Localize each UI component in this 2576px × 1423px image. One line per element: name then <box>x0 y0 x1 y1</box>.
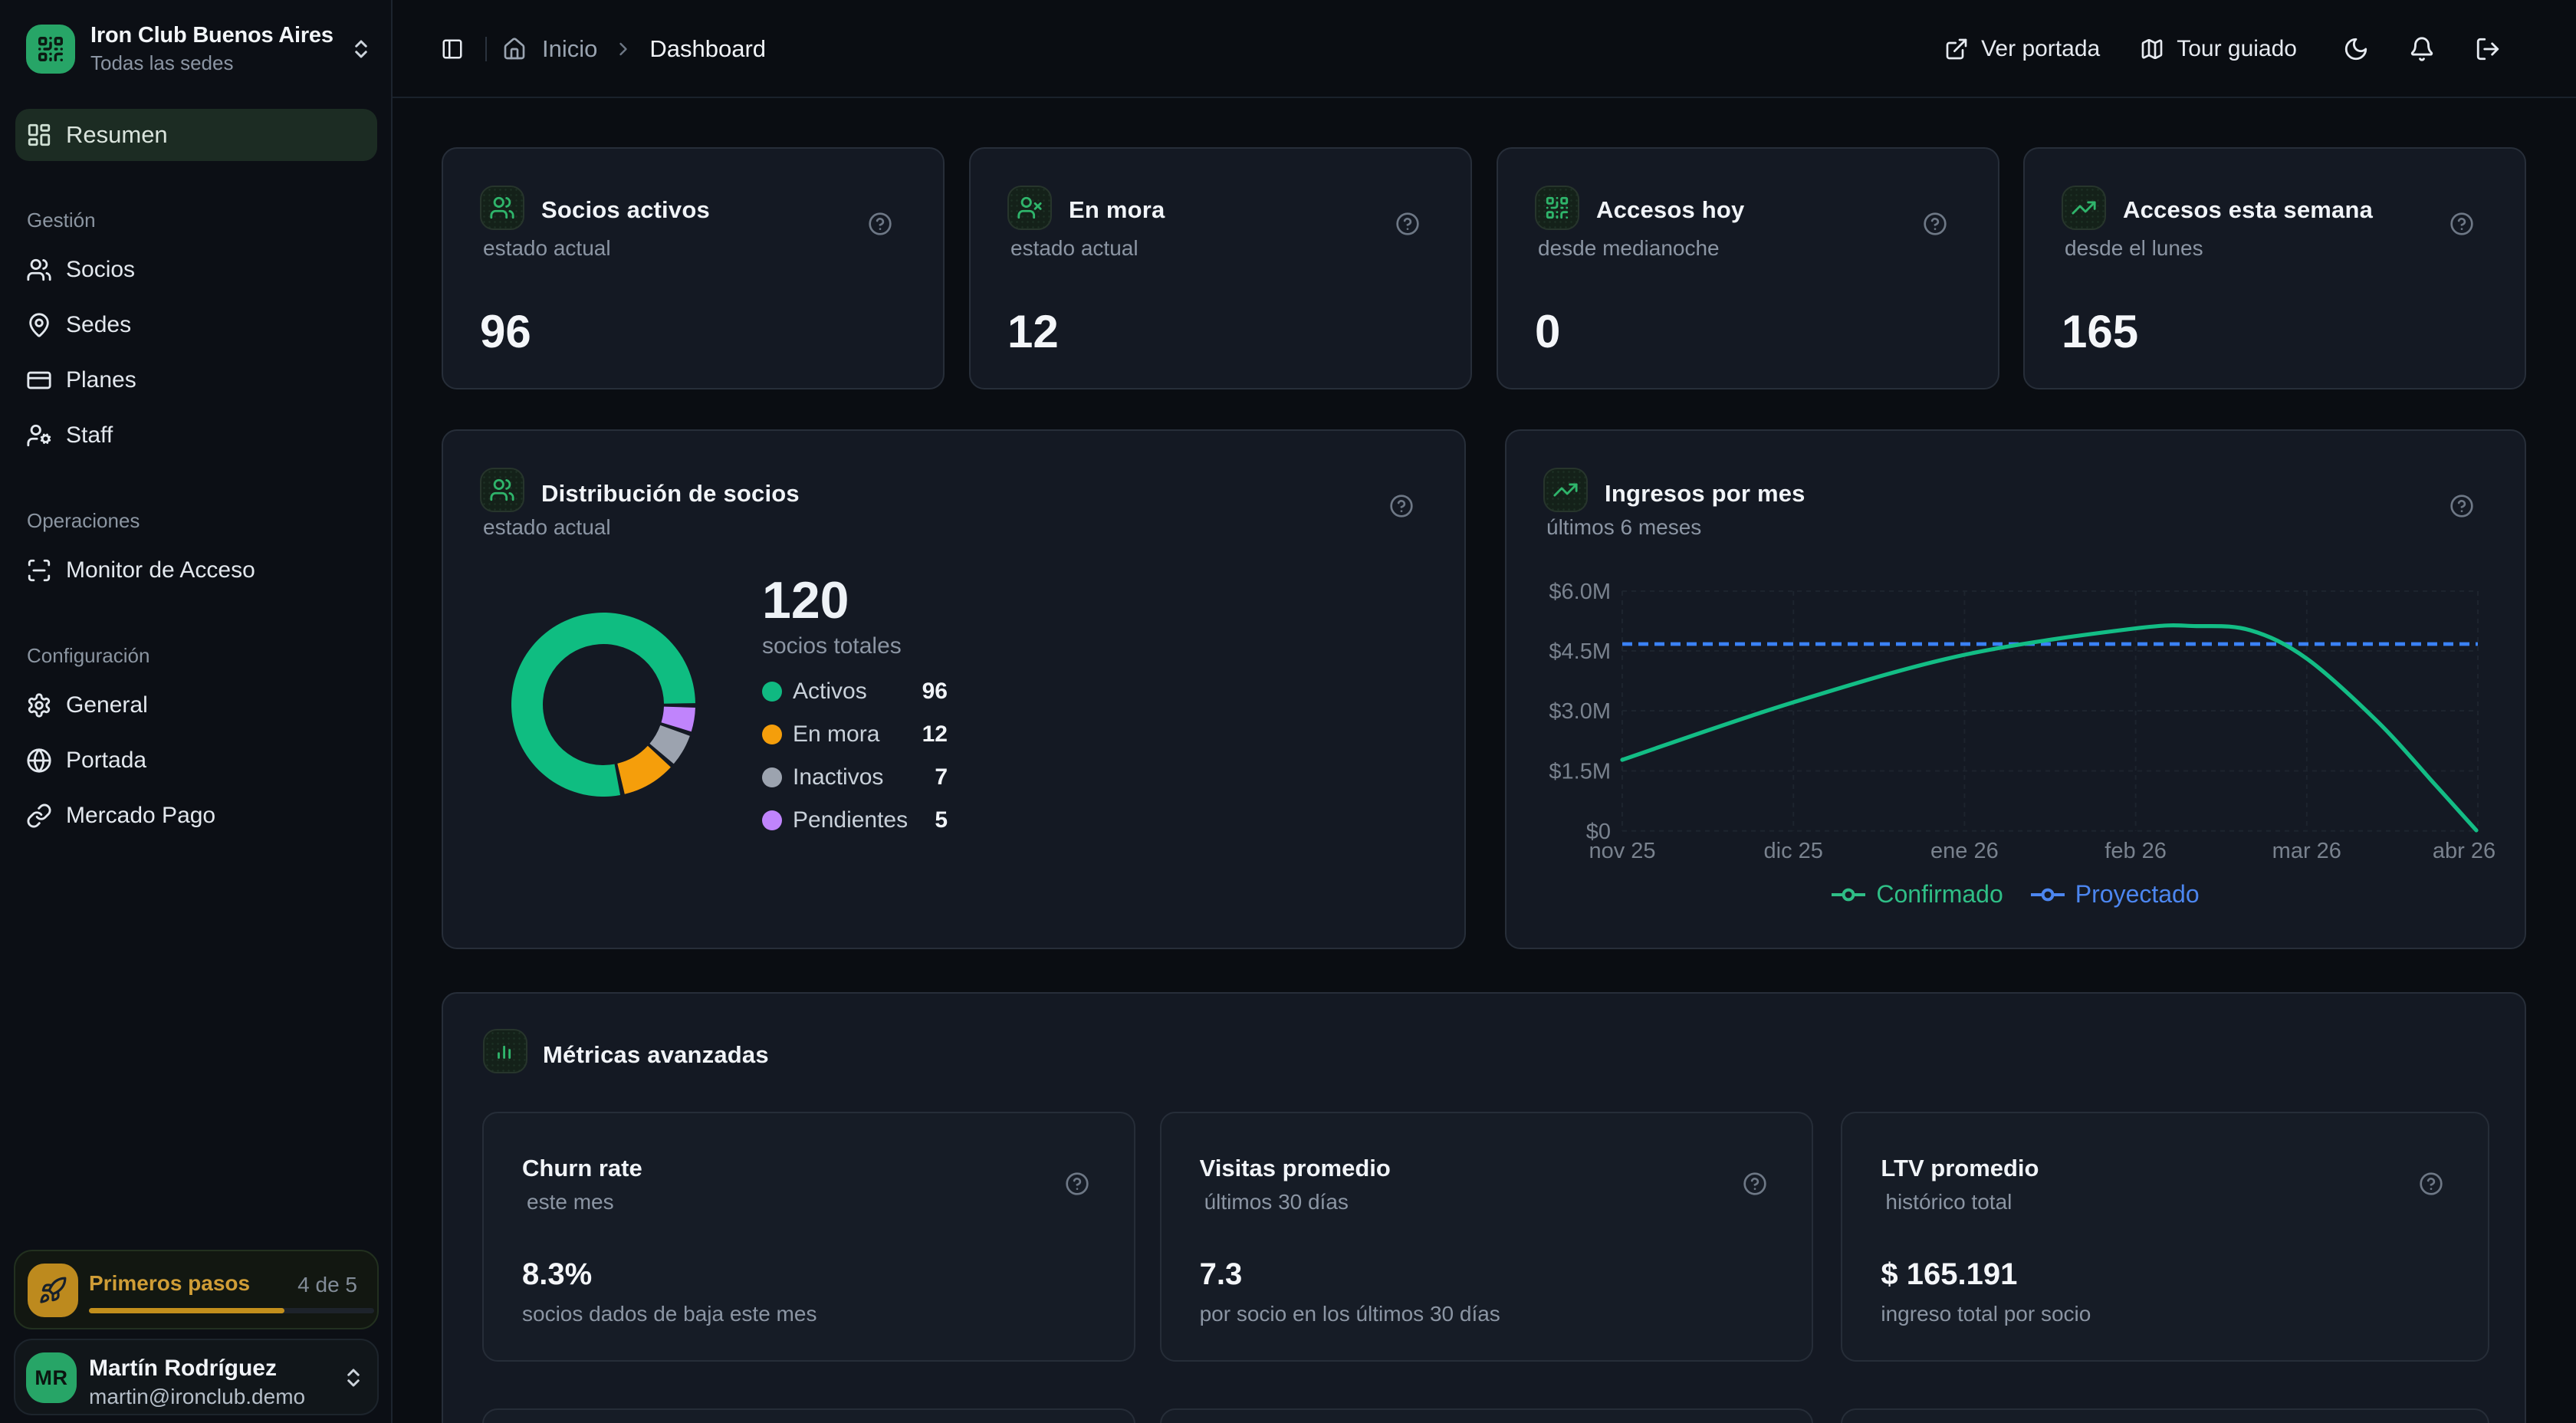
svg-text:$0: $0 <box>1586 820 1611 844</box>
svg-text:mar 26: mar 26 <box>2272 839 2341 863</box>
svg-text:nov 25: nov 25 <box>1589 839 1655 863</box>
svg-text:$6.0M: $6.0M <box>1549 580 1611 604</box>
svg-text:abr 26: abr 26 <box>2433 839 2496 863</box>
svg-text:$3.0M: $3.0M <box>1549 699 1611 724</box>
svg-text:dic 25: dic 25 <box>1764 839 1823 863</box>
svg-text:$4.5M: $4.5M <box>1549 639 1611 664</box>
svg-text:ene 26: ene 26 <box>1930 839 1999 863</box>
svg-text:feb 26: feb 26 <box>2104 839 2167 863</box>
svg-text:$1.5M: $1.5M <box>1549 760 1611 784</box>
